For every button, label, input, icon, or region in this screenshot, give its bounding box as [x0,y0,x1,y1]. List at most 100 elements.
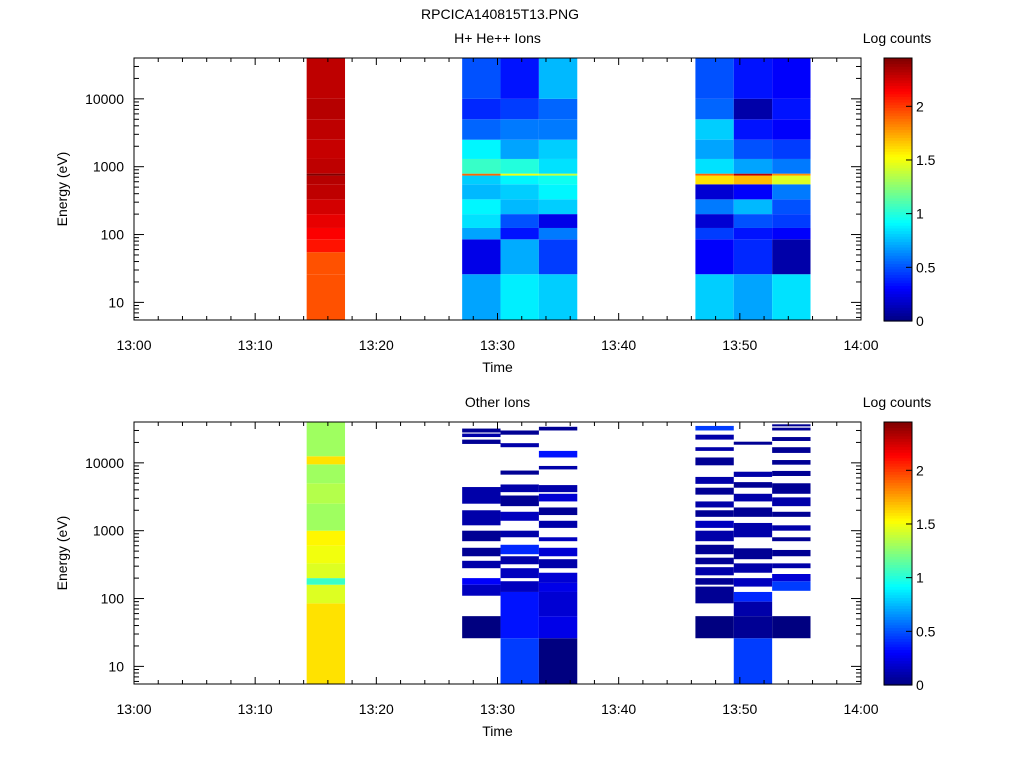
heatmap-cell [772,173,811,176]
colorbar-segment [884,230,912,234]
heatmap-cell [538,559,578,569]
colorbar-segment [884,249,912,254]
colorbar-segment [884,266,912,270]
colorbar-segment [884,671,912,675]
heatmap-cell [695,578,734,585]
colorbar-segment [884,126,912,130]
colorbar-segment [884,123,912,128]
colorbar-segment [884,121,912,125]
colorbar-segment [884,93,912,97]
figure-title: RPCICA140815T13.PNG [421,6,579,22]
heatmap-cell [538,537,578,542]
heatmap-cell [733,507,773,517]
heatmap-cell [733,139,773,159]
heatmap-cell [500,184,539,200]
colorbar-segment [884,619,912,623]
heatmap-cell [772,470,811,476]
x-tick-label: 13:10 [238,701,273,717]
heatmap-cell [538,175,578,185]
heatmap-cell [772,158,811,174]
heatmap-cell [306,58,346,99]
colorbar-segment [884,148,912,152]
colorbar-segment [884,200,912,204]
heatmap-cell [772,511,811,517]
heatmap-cell [462,227,501,240]
heatmap-cell [538,426,578,431]
colorbar-segment [884,137,912,141]
heatmap-cell [306,456,346,465]
heatmap-cell [306,578,346,585]
heatmap-cell [462,58,501,99]
colorbar-segment [884,652,912,656]
heatmap-cell [462,175,501,185]
heatmap-cell [695,616,734,639]
colorbar-segment [884,233,912,237]
colorbar-segment [884,222,912,226]
y-tick-label: 10000 [85,455,124,471]
colorbar-segment [884,512,912,516]
colorbar-segment [884,665,912,670]
heatmap-cell [772,119,811,140]
heatmap-cell [538,616,578,639]
colorbar-segment [884,495,912,500]
heatmap-cell [772,563,811,569]
y-tick-label: 100 [101,591,125,607]
colorbar-segment [884,463,912,467]
heatmap-cell [538,58,578,99]
heatmap-cell [733,199,773,215]
colorbar-segment [884,572,912,577]
heatmap-cell [772,427,811,431]
x-tick-label: 13:00 [116,701,151,717]
heatmap-cell [306,252,346,275]
colorbar-segment [884,608,912,612]
heatmap-cell [500,568,539,579]
heatmap-cell [772,98,811,120]
heatmap-cell [695,530,734,542]
colorbar-segment [884,225,912,229]
colorbar-segment [884,268,912,273]
heatmap-cell [462,239,501,275]
heatmap-cell [462,214,501,228]
colorbar-segment [884,277,912,281]
colorbar-segment [884,567,912,571]
heatmap-cell [500,430,539,435]
colorbar-segment [884,422,912,426]
colorbar-segment [884,452,912,456]
colorbar-segment [884,279,912,284]
heatmap-cell [695,586,734,604]
heatmap-cell [695,434,734,440]
colorbar-segment [884,181,912,185]
heatmap-cell [306,98,346,120]
colorbar-segment [884,82,912,86]
colorbar-segment [884,208,912,213]
colorbar-segment [884,271,912,276]
heatmap-cell [500,556,539,565]
colorbar-segment [884,589,912,593]
heatmap-cell [695,175,734,185]
colorbar-segment [884,145,912,150]
colorbar-tick-label: 2 [916,98,924,114]
heatmap-cell [500,638,539,684]
colorbar-segment [884,104,912,108]
colorbar-segment [884,131,912,136]
colorbar-tick-label: 1.5 [916,152,936,168]
y-tick-label: 100 [101,227,125,243]
heatmap-cell [306,464,346,484]
colorbar-segment [884,586,912,590]
colorbar-segment [884,79,912,84]
heatmap-cell [733,616,773,639]
x-tick-label: 13:40 [601,337,636,353]
colorbar-segment [884,506,912,511]
colorbar-segment [884,156,912,160]
heatmap-cell [500,443,539,448]
colorbar-segment [884,159,912,163]
colorbar-segment [884,203,912,207]
colorbar-segment [884,643,912,648]
heatmap-cell [462,158,501,174]
colorbar-segment [884,427,912,431]
x-axis-label: Time [482,723,513,739]
heatmap-cell [500,495,539,507]
colorbar-segment [884,630,912,634]
colorbar-segment [884,197,912,202]
heatmap-cell [500,227,539,240]
